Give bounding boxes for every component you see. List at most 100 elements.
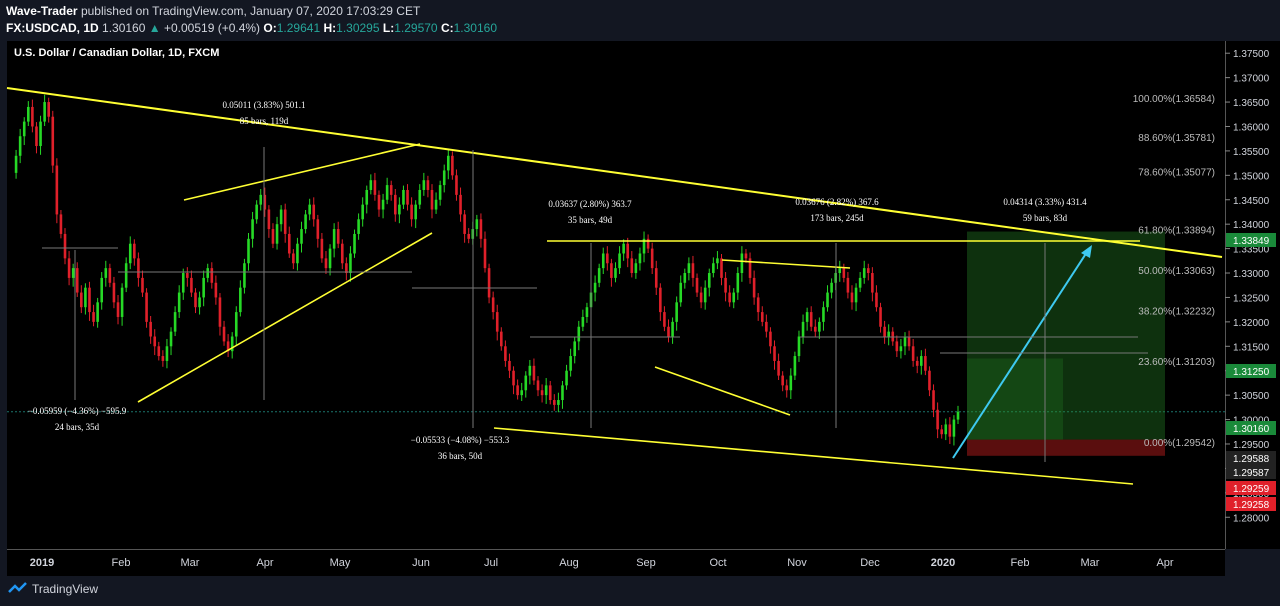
candle-body (112, 282, 116, 303)
measure-label-line1: 0.04314 (3.33%) 431.4 (1003, 197, 1087, 207)
x-tick-label: Feb (112, 557, 131, 569)
candle-body (548, 385, 552, 401)
candle-body (271, 229, 275, 244)
candle-body (194, 292, 197, 308)
x-tick-label: Nov (787, 557, 807, 569)
measure-label-line2: 85 bars, 119d (240, 116, 289, 126)
y-tick-label: 1.29500 (1233, 440, 1270, 451)
candle-body (585, 307, 589, 317)
measure-label-line1: −0.05533 (−4.08%) −553.3 (411, 435, 510, 445)
up-arrow-icon: ▲ (148, 21, 161, 35)
candle-body (308, 204, 311, 215)
candle-body (850, 292, 854, 303)
candle-body (524, 375, 528, 391)
fib-level-label: 0.00%(1.29542) (1144, 438, 1215, 449)
candle-body (157, 346, 161, 357)
candle-body (475, 219, 479, 230)
candle-body (940, 429, 943, 435)
fib-level-label: 50.00%(1.33063) (1138, 266, 1215, 277)
candle-body (736, 273, 740, 293)
candle-body (206, 268, 210, 278)
price-change: +0.00519 (+0.4%) (163, 21, 261, 35)
x-tick-label: Mar (181, 557, 200, 569)
candle-body (214, 282, 218, 298)
candle-body (483, 238, 487, 269)
fib-level-label: 61.80%(1.33894) (1138, 225, 1215, 236)
candle-body (618, 253, 621, 269)
candle-body (887, 331, 890, 337)
candle-body (169, 331, 173, 347)
candle-body (634, 263, 638, 274)
candle-body (389, 185, 393, 195)
y-tick-label: 1.37500 (1233, 49, 1270, 60)
candle-body (234, 312, 238, 337)
candle-body (903, 336, 907, 347)
time-axis[interactable] (7, 549, 1225, 576)
tp1-zone-box (967, 358, 1063, 440)
candle-body (385, 185, 389, 200)
candle-body (809, 312, 813, 327)
candle-body (740, 253, 744, 274)
candle-body (671, 321, 674, 337)
candle-body (520, 390, 523, 396)
candle-body (133, 243, 136, 259)
candle-body (597, 268, 601, 283)
price-tag-box (1226, 421, 1276, 435)
chart-title: U.S. Dollar / Canadian Dollar, 1D, FXCM (14, 47, 220, 59)
tradingview-logo[interactable]: TradingView (8, 582, 98, 596)
candle-body (128, 243, 132, 264)
candle-body (703, 287, 707, 303)
y-tick-label: 1.30500 (1233, 391, 1270, 402)
candle-body (181, 273, 185, 293)
high-label: H: (323, 21, 337, 35)
price-tag-label: 1.29259 (1233, 484, 1270, 495)
candle-body (675, 302, 678, 322)
candle-body (137, 258, 140, 278)
x-tick-label: Feb (1011, 557, 1030, 569)
candle-body (581, 316, 585, 327)
candle-body (500, 331, 503, 347)
candle-body (316, 219, 320, 239)
price-tag-box (1226, 465, 1276, 479)
candle-body (141, 277, 144, 293)
candle-body (842, 268, 846, 278)
y-tick-label: 1.32500 (1233, 293, 1270, 304)
tradingview-icon (8, 582, 27, 593)
candle-body (895, 341, 899, 352)
candle-body (952, 419, 956, 437)
candle-body (80, 292, 83, 308)
candle-body (304, 214, 307, 230)
publish-line: Wave-Trader published on TradingView.com… (6, 4, 420, 18)
candle-body (650, 248, 654, 269)
candle-body (866, 268, 870, 274)
chart-pane[interactable] (7, 41, 1225, 549)
candle-body (495, 312, 499, 332)
candle-body (663, 312, 666, 327)
author-name[interactable]: Wave-Trader (6, 4, 78, 18)
candle-body (875, 292, 878, 308)
measure-label-line1: −0.05959 (−4.36%) −595.9 (28, 406, 127, 416)
y-tick-label: 1.34000 (1233, 220, 1270, 231)
candle-body (667, 326, 670, 337)
candle-body (544, 385, 548, 396)
fib-level-label: 88.60%(1.35781) (1138, 133, 1215, 144)
measure-label-line2: 36 bars, 50d (438, 451, 483, 461)
candle-body (785, 385, 789, 391)
y-tick-label: 1.37000 (1233, 74, 1270, 85)
candle-body (883, 326, 886, 337)
candle-body (287, 233, 291, 254)
candle-body (691, 263, 695, 278)
candle-body (479, 219, 483, 239)
candle-body (402, 189, 405, 205)
ohlc-line: FX:USDCAD, 1D 1.30160 ▲ +0.00519 (+0.4%)… (6, 21, 497, 35)
x-tick-label: Apr (1156, 557, 1173, 569)
price-tag-label: 1.29587 (1233, 468, 1270, 479)
x-tick-label: Aug (559, 557, 579, 569)
candle-body (467, 233, 470, 239)
x-tick-label: Apr (256, 557, 273, 569)
candle-body (793, 356, 797, 376)
candle-body (332, 229, 336, 249)
candle-body (451, 155, 454, 176)
candle-body (434, 199, 438, 210)
